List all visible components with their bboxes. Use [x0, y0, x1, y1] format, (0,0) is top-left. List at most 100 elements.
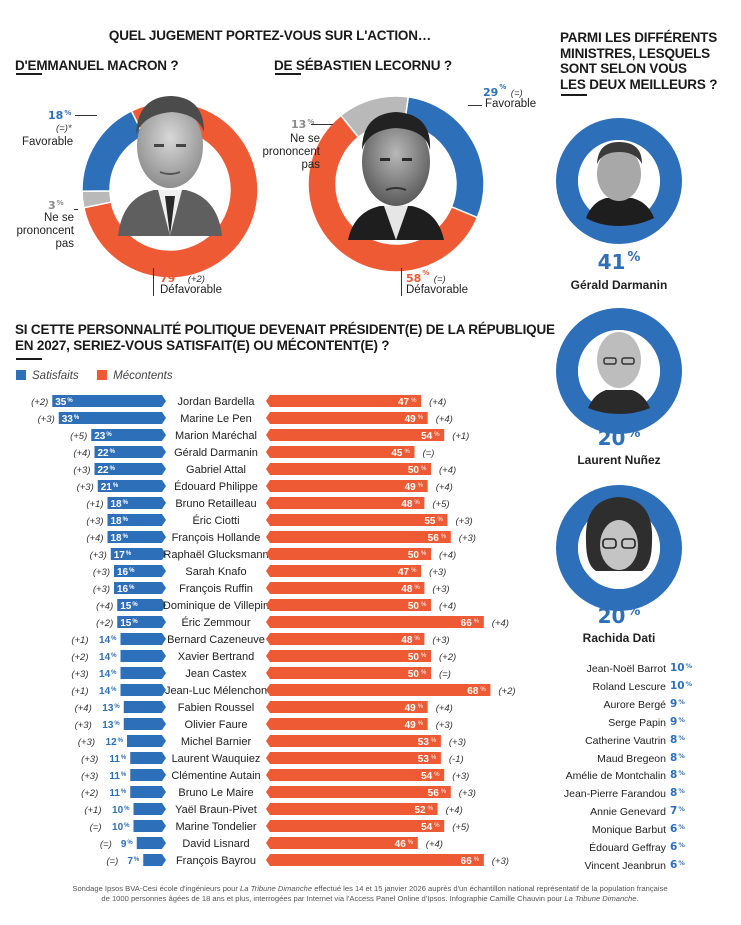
discontent-change-label: (=): [423, 448, 435, 459]
discontent-pct-symbol: %: [421, 466, 427, 472]
person-name: Jordan Bardella: [177, 396, 255, 408]
minister-name: Aurore Bergé: [603, 698, 666, 711]
macron-favorable-label: Favorable: [22, 136, 74, 148]
discontent-bar: [266, 395, 422, 407]
discontent-value-label: 49: [405, 720, 417, 731]
discontent-bar: [266, 803, 438, 815]
discontent-bar: [266, 786, 451, 798]
legend-swatch-satisfied: [16, 370, 26, 380]
satisfied-change-label: (+4): [96, 601, 113, 612]
minister-list-item: Jean-Pierre Farandou 8%: [540, 787, 740, 805]
discontent-change-label: (+4): [492, 618, 509, 629]
person-name: Gérald Darmanin: [174, 447, 258, 459]
discontent-bar: [266, 650, 431, 662]
satisfied-change-label: (+4): [75, 703, 92, 714]
discontent-value-label: 54: [421, 431, 433, 442]
discontent-pct-symbol: %: [414, 500, 420, 506]
discontent-value-label: 50: [408, 601, 420, 612]
discontent-pct-symbol: %: [438, 517, 444, 523]
discontent-value-label: 47: [398, 397, 410, 408]
discontent-change-label: (+3): [459, 533, 476, 544]
satisfied-change-label: (+3): [77, 482, 94, 493]
discontent-bar: [266, 446, 415, 458]
leader-line: [75, 115, 97, 116]
discontent-change-label: (+3): [449, 737, 466, 748]
satisfied-value-label: 14%: [99, 686, 117, 697]
discontent-pct-symbol: %: [418, 483, 424, 489]
discontent-value-label: 46: [395, 839, 407, 850]
bar-row: 35% (+2) Jordan Bardella 47% (+4): [31, 395, 446, 408]
satisfied-bar: [136, 837, 166, 849]
minister-name: Jean-Pierre Farandou: [563, 788, 666, 801]
discontent-value-label: 49: [405, 482, 417, 493]
discontent-pct-symbol: %: [421, 670, 427, 676]
lecornu-favorable-value: 29% (=): [483, 83, 523, 99]
minister-ring-nunez: [556, 308, 682, 434]
discontent-change-label: (-1): [449, 754, 464, 765]
person-name: Bruno Le Maire: [178, 787, 253, 799]
macron-no-opinion-label: Ne se prononcent pas: [10, 212, 74, 251]
satisfied-value-label: 22%: [98, 465, 116, 476]
discontent-bar: [266, 582, 425, 594]
bar-row: 10% (=) Marine Tondelier 54% (+5): [90, 820, 469, 833]
satisfied-value-label: 11%: [109, 754, 127, 765]
satisfied-bar: [120, 650, 166, 662]
discontent-change-label: (+1): [452, 431, 469, 442]
discontent-bar: [266, 820, 445, 832]
discontent-change-label: (+3): [452, 771, 469, 782]
person-name: Dominique de Villepin: [163, 600, 269, 612]
person-name: Fabien Roussel: [178, 702, 254, 714]
person-name: Jean Castex: [185, 668, 247, 680]
discontent-pct-symbol: %: [431, 755, 437, 761]
minister-value: 6%: [670, 858, 685, 871]
satisfied-value-label: 10%: [112, 805, 130, 816]
rachida-dati-photo: [556, 485, 682, 611]
discontent-value-label: 68: [467, 686, 479, 697]
leader-line: [401, 268, 402, 296]
discontent-pct-symbol: %: [434, 772, 440, 778]
lecornu-no-opinion-label: Ne se prononcent pas: [260, 133, 320, 172]
discontent-pct-symbol: %: [428, 806, 434, 812]
leader-line: [311, 124, 333, 125]
bar-row: 11% (+3) Laurent Wauquiez 53% (-1): [81, 752, 464, 765]
minister-value: 9%: [670, 715, 685, 728]
minister-value: 8%: [670, 787, 685, 800]
satisfaction-bar-chart: 35% (+2) Jordan Bardella 47% (+4) 33% (+3) Mari…: [31, 395, 516, 867]
discontent-bar: [266, 599, 431, 611]
satisfied-bar: [107, 531, 166, 543]
discontent-bar: [266, 463, 431, 475]
sebastien-lecornu-photo: [348, 112, 444, 240]
satisfied-value-label: 21%: [101, 482, 119, 493]
bar-row: 14% (+3) Jean Castex 50% (=): [71, 667, 451, 680]
discontent-change-label: (+4): [439, 465, 456, 476]
discontent-change-label: (+4): [436, 414, 453, 425]
discontent-bar: [266, 769, 445, 781]
bar-row: 18% (+3) Éric Ciotti 55% (+3): [86, 514, 473, 527]
satisfied-change-label: (+1): [86, 499, 103, 510]
discontent-pct-symbol: %: [408, 840, 414, 846]
satisfied-value-label: 18%: [111, 533, 129, 544]
satisfied-change-label: (=): [100, 839, 112, 850]
title-rule: [16, 73, 42, 75]
nunez-value: 20%: [597, 426, 641, 450]
discontent-value-label: 49: [405, 414, 417, 425]
discontent-pct-symbol: %: [405, 449, 411, 455]
bar-row: 23% (+5) Marion Maréchal 54% (+1): [70, 429, 469, 442]
satisfied-change-label: (+2): [96, 618, 113, 629]
discontent-value-label: 66: [461, 618, 473, 629]
minister-list-item: Édouard Geffray 6%: [540, 841, 740, 859]
dati-name: Rachida Dati: [582, 631, 656, 645]
discontent-bar: [266, 667, 431, 679]
satisfied-change-label: (+2): [71, 652, 88, 663]
discontent-change-label: (+3): [429, 567, 446, 578]
bar-row: 16% (+3) François Ruffin 48% (+3): [93, 582, 450, 595]
minister-list-item: Aurore Bergé 9%: [540, 697, 740, 716]
minister-list-item: Monique Barbut 6%: [540, 823, 740, 841]
discontent-value-label: 54: [421, 822, 433, 833]
bar-row: 33% (+3) Marine Le Pen 49% (+4): [38, 412, 453, 425]
minister-value: 9%: [670, 697, 685, 710]
minister-name: Amélie de Montchalin: [565, 770, 666, 783]
discontent-change-label: (+3): [436, 720, 453, 731]
person-name: Édouard Philippe: [174, 480, 258, 493]
label-line: pas: [55, 238, 74, 250]
